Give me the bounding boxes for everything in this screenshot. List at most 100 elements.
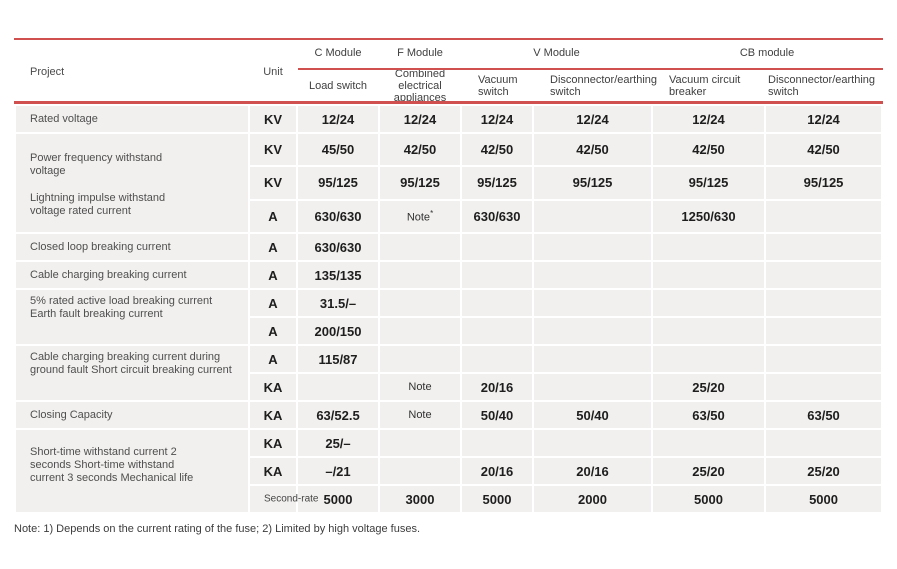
table-row: KV 95/125 95/125 95/125 95/125 95/125 95…: [16, 167, 882, 199]
unit-cell: KV: [250, 134, 296, 166]
value-cell: [462, 430, 532, 456]
project-cell: Closing Capacity: [16, 402, 248, 428]
subheader-disconnector-earthing-switch-cb: Disconnector/earthing switch: [768, 74, 876, 98]
unit-cell: Second-rate: [250, 486, 318, 512]
value-cell: 95/125: [380, 167, 460, 199]
table-row: A 200/150: [16, 318, 882, 344]
module-group-cb: CB module: [739, 47, 795, 59]
value-cell: [380, 234, 460, 260]
value-cell: 95/125: [653, 167, 765, 199]
value-cell: 12/24: [653, 106, 765, 132]
subheader-load-switch: Load switch: [308, 80, 368, 92]
table-row: Closed loop breaking current A 630/630: [16, 234, 882, 260]
value-cell: 63/52.5: [298, 402, 378, 428]
project-cell: Power frequency withstand voltage Lightn…: [16, 134, 248, 232]
value-cell: 42/50: [462, 134, 532, 166]
value-cell: 95/125: [462, 167, 532, 199]
value-cell: [534, 200, 652, 232]
value-cell: [766, 262, 882, 288]
value-cell: [534, 374, 652, 400]
note-text: Note: [406, 211, 431, 224]
project-label: Power frequency withstand voltage: [30, 152, 163, 177]
project-cell: Short-time withstand current 2 seconds S…: [16, 430, 248, 512]
value-cell: [766, 318, 882, 344]
value-cell: 45/50: [298, 134, 378, 166]
value-cell: 135/135: [298, 262, 378, 288]
value-cell: 12/24: [298, 106, 378, 132]
value-cell: 630/630: [462, 200, 532, 232]
subheader-disconnector-earthing-switch-v: Disconnector/earthing switch: [550, 74, 658, 98]
value-cell: [534, 262, 652, 288]
value-cell: 630/630: [298, 200, 378, 232]
value-cell: 5000: [766, 486, 882, 512]
footnote-marker: *: [430, 209, 434, 218]
value-cell: [462, 346, 532, 372]
value-cell: 50/40: [462, 402, 532, 428]
value-cell: [653, 430, 765, 456]
value-cell: 200/150: [298, 318, 378, 344]
value-cell: [653, 262, 765, 288]
spec-table-wrapper: Project Unit C Module F Module V Module …: [14, 38, 883, 535]
table-row: 5% rated active load breaking current Ea…: [16, 290, 882, 344]
column-header-unit: Unit: [263, 66, 283, 78]
value-cell: 50/40: [534, 402, 652, 428]
value-cell: 95/125: [766, 167, 882, 199]
module-group-c: C Module: [314, 47, 362, 59]
value-cell: [653, 346, 765, 372]
table-row: Second-rate 5000 3000 5000 2000 5000 500…: [16, 486, 882, 512]
value-cell: [462, 290, 532, 316]
value-cell: 3000: [380, 486, 460, 512]
table-row: KA –/21 20/16 20/16 25/20 25/20: [16, 458, 882, 484]
value-cell: [534, 290, 652, 316]
table-row: Cable charging breaking current during g…: [16, 346, 882, 400]
value-cell: 25/20: [766, 458, 882, 484]
value-cell: 20/16: [462, 374, 532, 400]
header-rule-top: [14, 38, 883, 40]
value-cell: 42/50: [766, 134, 882, 166]
value-cell: 12/24: [766, 106, 882, 132]
module-group-f: F Module: [397, 47, 443, 59]
value-cell: [462, 262, 532, 288]
project-cell: Cable charging breaking current during g…: [16, 346, 248, 400]
value-cell: 1250/630: [653, 200, 765, 232]
value-cell: [653, 290, 765, 316]
value-cell: [380, 430, 460, 456]
value-cell: 20/16: [462, 458, 532, 484]
header-rule-module: [298, 68, 883, 70]
subheader-vacuum-circuit-breaker: Vacuum circuit breaker: [669, 74, 741, 98]
value-cell: 25/20: [653, 374, 765, 400]
spec-table: Project Unit C Module F Module V Module …: [14, 38, 883, 514]
value-cell: [766, 290, 882, 316]
value-cell: 25/20: [653, 458, 765, 484]
project-cell: Closed loop breaking current: [16, 234, 248, 260]
value-cell: [766, 200, 882, 232]
value-cell: 12/24: [462, 106, 532, 132]
value-cell: [298, 374, 378, 400]
header-rule-bottom: [14, 101, 883, 104]
unit-cell: A: [250, 318, 296, 344]
value-cell: [653, 318, 765, 344]
value-cell: 42/50: [380, 134, 460, 166]
footnote: Note: 1) Depends on the current rating o…: [14, 523, 421, 535]
unit-cell: A: [250, 346, 296, 372]
value-cell: 5000: [462, 486, 532, 512]
value-cell: 20/16: [534, 458, 652, 484]
value-cell: 31.5/–: [298, 290, 378, 316]
unit-cell: KA: [250, 374, 296, 400]
table-row: Rated voltage KV 12/24 12/24 12/24 12/24…: [16, 106, 882, 132]
value-cell: 25/–: [298, 430, 378, 456]
value-cell: –/21: [298, 458, 378, 484]
value-cell: [766, 374, 882, 400]
project-cell: 5% rated active load breaking current Ea…: [16, 290, 248, 344]
unit-cell: A: [250, 262, 296, 288]
project-label: Lightning impulse withstand voltage rate…: [30, 192, 166, 217]
value-cell: [380, 290, 460, 316]
value-cell: [380, 346, 460, 372]
unit-cell: KV: [250, 167, 296, 199]
module-group-v: V Module: [533, 47, 580, 59]
value-cell: 12/24: [534, 106, 652, 132]
value-cell: 2000: [534, 486, 652, 512]
value-cell: [766, 430, 882, 456]
value-cell: [462, 318, 532, 344]
project-cell: Rated voltage: [16, 106, 248, 132]
